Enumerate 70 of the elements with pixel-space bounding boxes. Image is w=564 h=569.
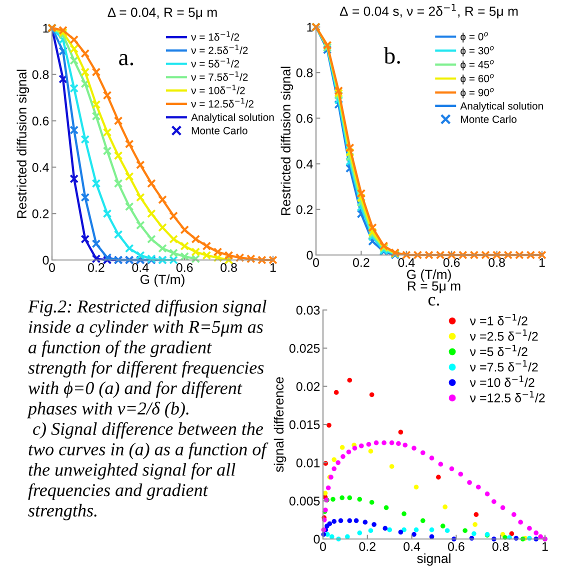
x-tick-label: 0.6 [448, 542, 464, 551]
x-axis-title: G (T/m) [140, 274, 184, 287]
y-tick-label: 1 [43, 24, 49, 33]
x-tick-label: 1 [270, 263, 276, 272]
text: c. [428, 296, 440, 306]
y-tick-label: 0.2 [32, 209, 49, 218]
legend-label: ν = 5δ$^{−1}$/2 [191, 58, 240, 68]
y-tick-label: 0.01 [296, 458, 320, 468]
y-tick-label: 0.02 [296, 382, 320, 391]
legend-label: ν =12.5 δ$^{−1}$/2 [470, 391, 545, 402]
legend-label: ν =1 δ$^{−1}$/2 [470, 314, 528, 326]
legend-label: ϕ = 0$^{o}$ [460, 32, 488, 42]
y-tick-label: 0.8 [296, 68, 313, 78]
caption: Fig.2: Restricted diffusion signal inside a cylinder with R=5μm as a function of the gradient strength for different frequencies with ϕ=0 (a) and for different phases with ν=2/δ (b). [26, 300, 266, 418]
y-tick-label: 0 [314, 534, 320, 544]
legend-label: ν = 2.5δ$^{−1}$/2 [191, 44, 248, 54]
x-tick-label: 0.2 [88, 263, 104, 272]
x-tick-label: 1 [542, 542, 548, 551]
annotation: Analytical solution [460, 102, 543, 112]
y-tick-label: 0.4 [296, 160, 313, 168]
y-tick-label: 0 [306, 250, 313, 260]
legend-label: ϕ = 90$^{o}$ [460, 88, 494, 98]
legend-label: ϕ = 30$^{o}$ [460, 46, 494, 56]
annotation: b. [384, 47, 400, 64]
y-tick-label: 0.005 [289, 496, 320, 506]
legend-label: ν =7.5 δ$^{−1}$/2 [470, 360, 538, 372]
x-tick-label: 0.8 [492, 542, 509, 551]
x-tick-label: 0 [49, 263, 55, 272]
annotation: Monte Carlo [192, 126, 248, 134]
chart-title: Δ = 0.04, R = 5μ m [108, 8, 217, 20]
chart-title: Δ = 0.04 s, ν = 2δ$^{−1}$, R = 5μ m [340, 4, 518, 18]
x-axis-title: G (T/m) [406, 269, 451, 282]
y-tick-label: 0.015 [289, 420, 320, 430]
x-tick-label: 0.8 [488, 258, 505, 267]
y-tick-label: 1 [307, 22, 313, 32]
x-tick-label: 0.2 [359, 542, 376, 551]
legend-label: ν = 10δ$^{−1}$/2 [191, 84, 245, 94]
y-tick-label: 0.4 [32, 163, 49, 172]
y-tick-label: 0.6 [296, 114, 313, 123]
legend-label: ν = 7.5δ$^{−1}$/2 [191, 71, 248, 81]
x-tick-label: 0.2 [353, 258, 370, 267]
y-axis-title: signal difference [274, 377, 286, 472]
legend-label: ϕ = 60$^{o}$ [460, 74, 494, 84]
x-axis-title: signal [417, 553, 450, 566]
chart-title: R = 5μ m [408, 281, 460, 294]
legend-label: ν =5 δ$^{−1}$/2 [470, 344, 528, 356]
y-tick-label: 0.2 [296, 205, 313, 214]
legend-label: ν = 1δ$^{−1}$/2 [191, 31, 240, 41]
y-tick-label: 0.03 [296, 306, 320, 315]
legend-label: ν =10 δ$^{−1}$/2 [470, 376, 534, 387]
legend-label: ν = 12.5δ$^{−1}$/2 [191, 98, 254, 108]
annotation: a. [119, 54, 134, 66]
legend-label: ν =2.5 δ$^{−1}$/2 [470, 329, 538, 341]
x-tick-label: 0 [320, 542, 326, 551]
y-axis-title: Restricted diffusion signal [16, 70, 30, 218]
annotation: Monte Carlo [461, 115, 516, 124]
y-tick-label: 0.8 [32, 70, 49, 80]
x-tick-label: 0.4 [132, 263, 149, 272]
x-tick-label: 0.8 [220, 263, 237, 272]
x-tick-label: 0.6 [176, 263, 193, 272]
x-tick-label: 0.6 [443, 258, 460, 267]
legend-label: ϕ = 45$^{o}$ [460, 60, 494, 70]
x-tick-label: 1 [539, 258, 545, 267]
annotation: Analytical solution [191, 113, 274, 124]
y-tick-label: 0.6 [32, 116, 49, 126]
y-axis-title: Restricted diffusion signal [280, 66, 294, 215]
x-tick-label: 0.4 [404, 542, 420, 551]
x-tick-label: 0.4 [398, 258, 415, 267]
y-tick-label: 0.025 [289, 344, 320, 353]
text: c) Signal difference between the two curves in (a) as a function of the unweighted signal for all frequencies and gradient strengths. [28, 422, 268, 520]
